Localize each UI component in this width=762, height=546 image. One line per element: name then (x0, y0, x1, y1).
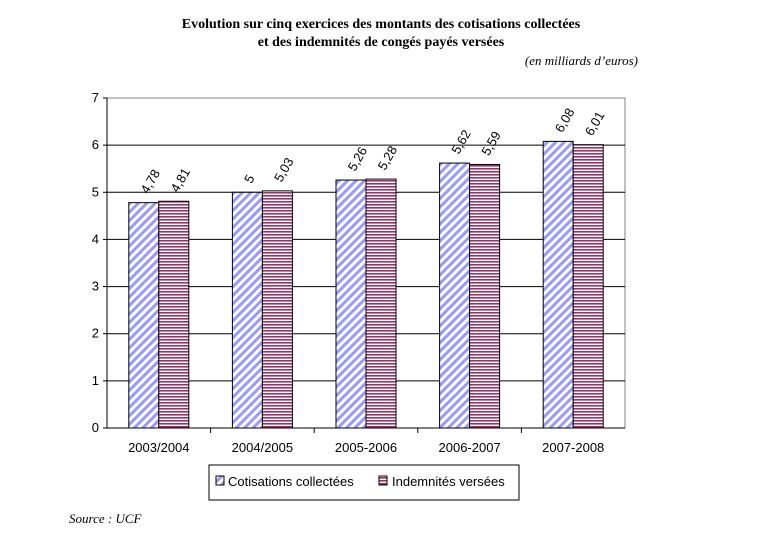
bar-indemnites (158, 200, 190, 429)
bar-indemnites (365, 178, 397, 429)
bar-cotisations (542, 140, 574, 429)
y-tick-label: 7 (92, 90, 99, 105)
bar-cotisations (231, 191, 263, 429)
axes: 0 1 2 3 4 5 6 7 2003/2004 2004/2005 2005-2006 2006-… (92, 90, 625, 455)
y-tick-label: 4 (92, 231, 99, 246)
bar-indemnites (572, 144, 604, 429)
bars (128, 140, 604, 429)
x-tick-label: 2005-2006 (335, 440, 397, 455)
bar-cotisations (439, 162, 471, 429)
y-tick-label: 1 (92, 373, 99, 388)
bar-cotisations (128, 202, 160, 429)
legend-label-cotisations: Cotisations collectées (228, 474, 354, 489)
y-tick-label: 0 (92, 420, 99, 435)
chart-title-line-1: Evolution sur cinq exercices des montant… (181, 17, 581, 32)
legend: Cotisations collectées Indemnités versées (208, 464, 520, 501)
legend-swatch-cotisations (215, 475, 225, 486)
legend-label-indemnites: Indemnités versées (392, 474, 505, 489)
chart-title-line-2: et des indemnités de congés payés versée… (257, 35, 505, 50)
bar-indemnites (261, 190, 293, 429)
legend-box (208, 464, 520, 501)
x-tick-label: 2006-2007 (439, 440, 501, 455)
x-tick-label: 2004/2005 (232, 440, 293, 455)
x-tick-label: 2003/2004 (128, 440, 189, 455)
x-tick-label: 2007-2008 (542, 440, 604, 455)
y-tick-label: 6 (92, 137, 99, 152)
bar-indemnites (469, 163, 501, 429)
y-tick-label: 5 (92, 184, 99, 199)
legend-swatch-indemnites (378, 475, 388, 486)
source-note: Source : UCF (69, 511, 142, 526)
chart-unit-subtitle: (en milliards d’euros) (524, 53, 638, 68)
bar-cotisations (335, 179, 367, 429)
y-tick-label: 2 (92, 326, 99, 341)
y-tick-label: 3 (92, 279, 99, 294)
